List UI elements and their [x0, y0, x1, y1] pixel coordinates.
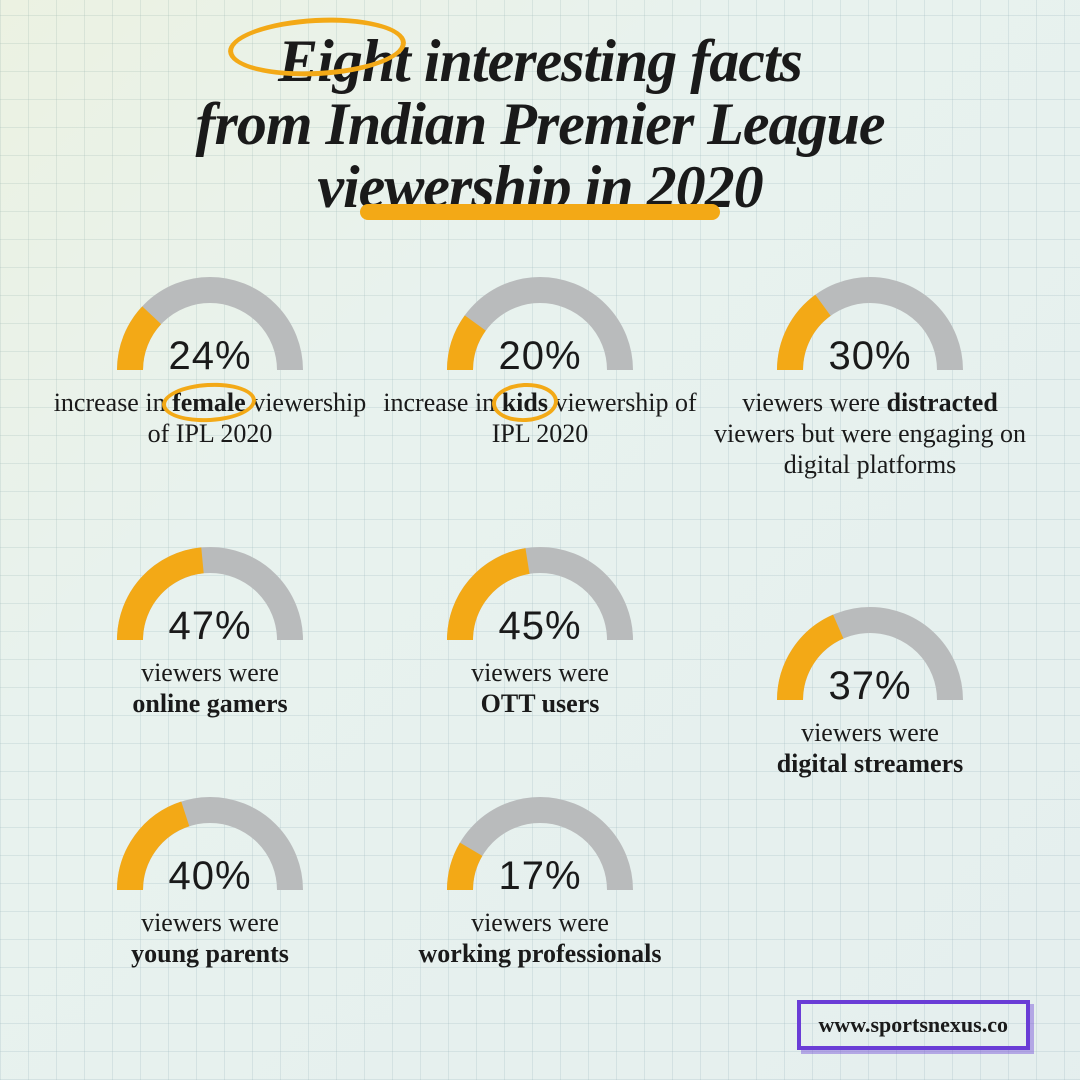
fact-percent: 24%: [50, 334, 370, 379]
fact-percent: 47%: [50, 604, 370, 649]
fact-gamers: 47% viewers were online gamers: [50, 540, 370, 719]
fact-parents: 40% viewers were young parents: [50, 790, 370, 969]
fact-female: 24% increase in female viewership of IPL …: [50, 270, 370, 449]
fact-desc: viewers were online gamers: [50, 657, 370, 719]
fact-percent: 37%: [710, 664, 1030, 709]
fact-desc: viewers were distracted viewers but were…: [710, 387, 1030, 481]
fact-em: online gamers: [132, 688, 287, 719]
fact-percent: 20%: [380, 334, 700, 379]
fact-percent: 45%: [380, 604, 700, 649]
page-title: Eight interesting facts from Indian Prem…: [50, 30, 1030, 219]
fact-em: OTT users: [481, 688, 600, 719]
title-underline-annotation: [360, 204, 720, 220]
fact-distracted: 30% viewers were distracted viewers but w…: [710, 270, 1030, 481]
fact-em: kids: [502, 387, 548, 418]
fact-em: young parents: [131, 938, 289, 969]
fact-streamers: 37% viewers were digital streamers: [710, 600, 1030, 779]
fact-desc: viewers were working professionals: [380, 907, 700, 969]
fact-desc: viewers were OTT users: [380, 657, 700, 719]
title-line-2: from Indian Premier League: [196, 91, 885, 157]
fact-desc: increase in female viewership of IPL 202…: [50, 387, 370, 449]
fact-desc: viewers were young parents: [50, 907, 370, 969]
fact-em: digital streamers: [777, 748, 964, 779]
source-text: www.sportsnexus.co: [819, 1012, 1008, 1037]
fact-desc: viewers were digital streamers: [710, 717, 1030, 779]
fact-percent: 40%: [50, 854, 370, 899]
fact-kids: 20% increase in kids viewership of IPL 20…: [380, 270, 700, 449]
facts-grid: 24% increase in female viewership of IPL …: [30, 260, 1050, 1050]
fact-em: female: [172, 387, 246, 418]
fact-em: distracted: [887, 388, 998, 417]
fact-professionals: 17% viewers were working professionals: [380, 790, 700, 969]
fact-percent: 30%: [710, 334, 1030, 379]
fact-percent: 17%: [380, 854, 700, 899]
fact-desc: increase in kids viewership of IPL 2020: [380, 387, 700, 449]
source-credit: www.sportsnexus.co: [797, 1000, 1030, 1050]
fact-ott: 45% viewers were OTT users: [380, 540, 700, 719]
fact-em: working professionals: [419, 938, 662, 969]
